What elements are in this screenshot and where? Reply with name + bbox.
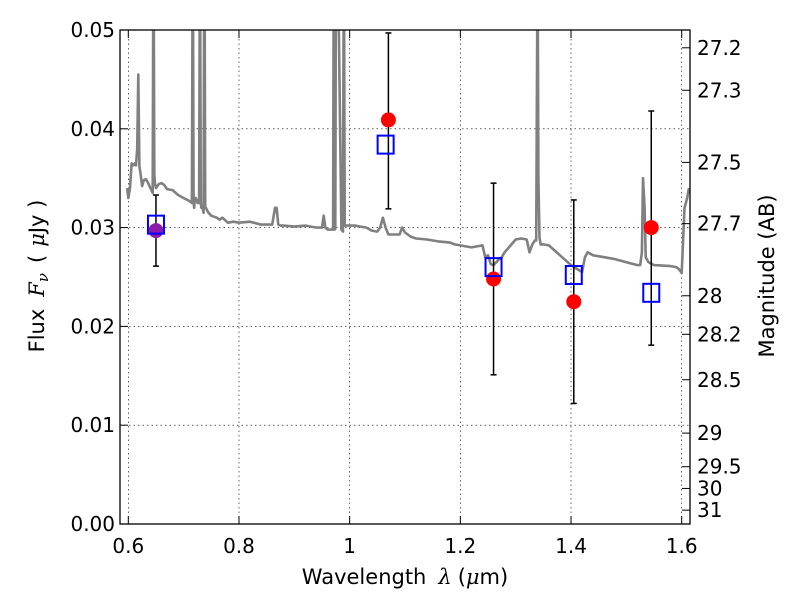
model-point xyxy=(376,134,395,155)
model-point xyxy=(564,265,583,286)
y-tick-label: 0.00 xyxy=(70,512,115,536)
x-axis-label: Wavelength λ (μm) xyxy=(302,565,508,589)
y2-tick-label: 29.5 xyxy=(697,455,742,479)
model-point xyxy=(642,282,661,303)
y-tick-label: 0.05 xyxy=(70,18,115,42)
y-tick-label: 0.03 xyxy=(70,216,115,240)
model-point xyxy=(146,214,165,235)
axis-ticks xyxy=(120,29,690,525)
y2-tick-label: 30 xyxy=(697,476,722,500)
x-tick-label: 1.4 xyxy=(555,534,587,558)
y2-tick-label: 27.5 xyxy=(697,150,742,174)
x-tick-label: 1 xyxy=(343,534,356,558)
y2-tick-label: 28.5 xyxy=(697,368,742,392)
y-axis-label: FluxFν(μJy ) xyxy=(25,200,52,353)
x-tick-label: 1.2 xyxy=(444,534,476,558)
y2-tick-label: 28 xyxy=(697,284,722,308)
model-points xyxy=(146,134,661,303)
error-bars xyxy=(152,32,655,405)
y-tick-labels: 0.00 0.01 0.02 0.03 0.04 0.05 xyxy=(70,18,115,536)
x-tick-label: 1.6 xyxy=(666,534,698,558)
observed-point xyxy=(486,271,502,287)
model-point xyxy=(484,257,503,278)
y2-tick-label: 27.7 xyxy=(697,212,742,236)
model-spectrum xyxy=(125,30,690,275)
y2-tick-label: 29 xyxy=(697,421,722,445)
x-tick-label: 0.8 xyxy=(223,534,255,558)
x-tick-labels: 0.6 0.8 1 1.2 1.4 1.6 xyxy=(112,534,697,558)
observed-point xyxy=(643,220,659,236)
x-tick-label: 0.6 xyxy=(112,534,144,558)
plot-frame xyxy=(119,29,691,525)
observed-point xyxy=(148,223,164,239)
y-tick-label: 0.04 xyxy=(70,117,115,141)
y2-tick-label: 27.2 xyxy=(697,36,742,60)
y2-tick-label: 27.3 xyxy=(697,78,742,102)
observed-point xyxy=(380,112,396,128)
y-tick-label: 0.02 xyxy=(70,314,115,338)
y2-tick-label: 28.2 xyxy=(697,322,742,346)
observed-point xyxy=(566,294,582,310)
spectrum-line xyxy=(125,30,690,275)
y-tick-label: 0.01 xyxy=(70,413,115,437)
y2-axis-label: Magnitude (AB) xyxy=(755,194,779,357)
y2-tick-label: 31 xyxy=(697,498,722,522)
